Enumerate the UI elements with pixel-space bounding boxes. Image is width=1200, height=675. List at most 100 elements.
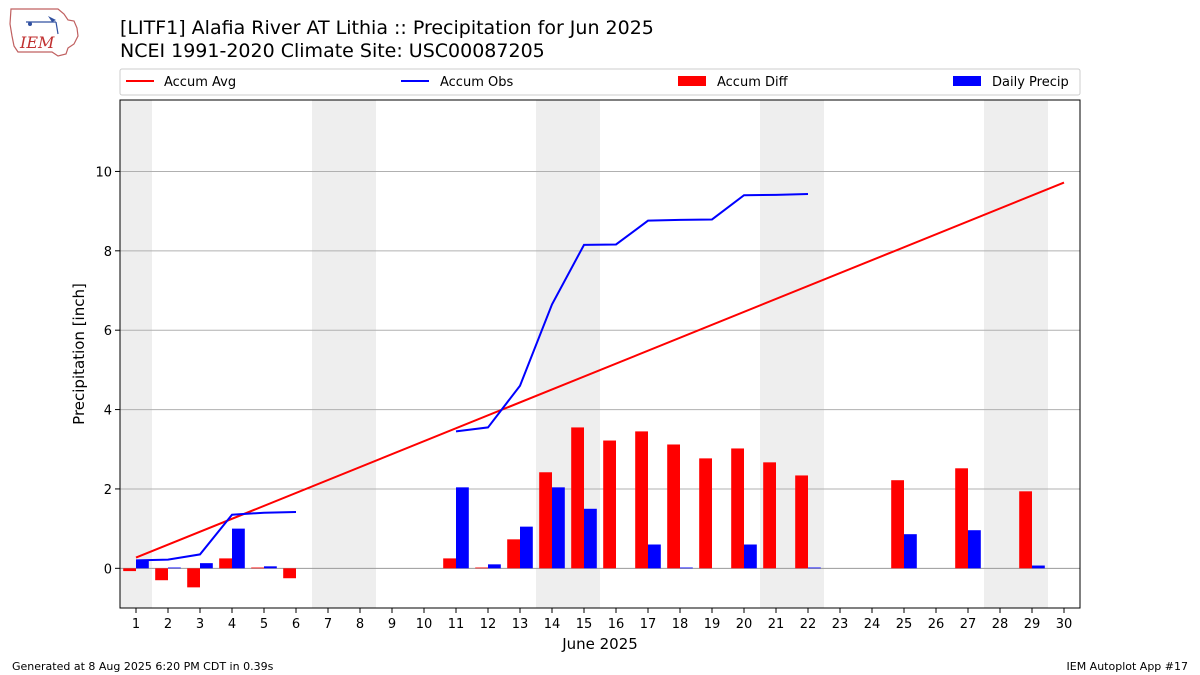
legend-label-daily-precip: Daily Precip <box>992 75 1069 90</box>
x-tick-label: 29 <box>1024 617 1041 632</box>
bar-daily-precip <box>968 530 981 569</box>
bar-daily-precip <box>744 544 757 569</box>
bar-accum-diff <box>155 568 168 581</box>
x-tick-label: 20 <box>736 617 753 632</box>
x-tick-label: 7 <box>324 617 332 632</box>
bar-daily-precip <box>1032 565 1045 569</box>
bar-accum-diff <box>763 462 776 569</box>
bar-accum-diff <box>699 458 712 569</box>
bar-accum-diff <box>667 444 680 569</box>
x-tick-label: 8 <box>356 617 364 632</box>
bar-daily-precip <box>136 560 149 569</box>
bar-daily-precip <box>904 534 917 569</box>
bar-accum-diff <box>251 567 264 569</box>
x-tick-label: 10 <box>416 617 433 632</box>
x-tick-label: 17 <box>640 617 657 632</box>
bar-accum-diff <box>571 427 584 569</box>
legend-item-accum-obs: Accum Obs <box>401 75 513 90</box>
bar-daily-precip <box>584 508 597 569</box>
y-tick-label: 4 <box>104 404 112 419</box>
bar-accum-diff <box>955 468 968 569</box>
x-tick-label: 25 <box>896 617 913 632</box>
bar-daily-precip <box>648 544 661 569</box>
x-tick-label: 26 <box>928 617 945 632</box>
bar-accum-diff <box>475 567 488 569</box>
x-tick-label: 1 <box>132 617 140 632</box>
y-tick-label: 0 <box>104 562 112 577</box>
weekend-band <box>120 100 152 608</box>
x-tick-label: 5 <box>260 617 268 632</box>
app-note: IEM Autoplot App #17 <box>1066 660 1189 673</box>
legend-frame <box>119 68 1081 96</box>
bar-daily-precip <box>264 566 277 569</box>
bar-daily-precip <box>232 528 245 569</box>
x-tick-label: 15 <box>576 617 593 632</box>
x-tick-label: 28 <box>992 617 1009 632</box>
axis-ticks: 1 2 3 4 5 6 7 8 9 10 11 12 13 14 15 16 17 18 19 20 21 22 23 24 2… <box>95 165 1072 632</box>
x-tick-label: 11 <box>448 617 465 632</box>
bar-accum-diff <box>635 431 648 569</box>
x-tick-label: 9 <box>388 617 396 632</box>
x-tick-label: 27 <box>960 617 977 632</box>
legend-label-accum-obs: Accum Obs <box>440 75 513 90</box>
y-tick-label: 6 <box>104 324 112 339</box>
plot-frame <box>119 99 1081 609</box>
x-tick-label: 30 <box>1056 617 1073 632</box>
bar-accum-diff <box>603 440 616 569</box>
bar-accum-diff <box>187 568 200 588</box>
bar-accum-diff <box>1019 491 1032 569</box>
y-tick-label: 10 <box>95 165 112 180</box>
legend-label-accum-avg: Accum Avg <box>164 75 236 90</box>
x-tick-label: 23 <box>832 617 849 632</box>
y-axis-title: Precipitation [inch] <box>70 283 88 425</box>
x-tick-label: 2 <box>164 617 172 632</box>
bar-accum-diff <box>443 558 456 569</box>
x-tick-label: 21 <box>768 617 785 632</box>
x-tick-label: 6 <box>292 617 300 632</box>
bar-daily-precip <box>808 567 821 569</box>
iem-logo: IEM <box>9 8 79 57</box>
line-series <box>135 181 1065 562</box>
y-tick-label: 8 <box>104 245 112 260</box>
x-tick-label: 18 <box>672 617 689 632</box>
line-accum-avg <box>135 181 1065 559</box>
logo-text: IEM <box>19 33 55 52</box>
line-accum-obs <box>455 193 809 433</box>
x-axis-title: June 2025 <box>561 635 638 653</box>
bar-accum-diff <box>507 539 520 569</box>
bar-accum-diff <box>219 558 232 569</box>
generated-note: Generated at 8 Aug 2025 6:20 PM CDT in 0… <box>12 660 274 673</box>
x-tick-label: 22 <box>800 617 817 632</box>
legend-item-daily-precip: Daily Precip <box>953 75 1069 90</box>
x-tick-label: 19 <box>704 617 721 632</box>
bar-accum-diff <box>795 475 808 569</box>
chart-title: [LITF1] Alafia River AT Lithia :: Precip… <box>120 17 654 39</box>
legend-label-accum-diff: Accum Diff <box>717 75 789 90</box>
bar-accum-diff <box>731 448 744 569</box>
y-tick-label: 2 <box>104 483 112 498</box>
x-tick-label: 4 <box>228 617 236 632</box>
legend-item-accum-avg: Accum Avg <box>126 75 236 90</box>
grid-lines <box>120 170 1080 490</box>
weekend-band <box>984 100 1048 608</box>
bar-accum-diff <box>283 568 296 579</box>
bar-daily-precip <box>680 567 693 569</box>
line-accum-obs <box>135 510 297 562</box>
bar-series <box>123 427 1045 588</box>
x-tick-label: 24 <box>864 617 881 632</box>
weekend-band <box>312 100 376 608</box>
chart-subtitle: NCEI 1991-2020 Climate Site: USC00087205 <box>120 40 545 62</box>
bar-daily-precip <box>168 567 181 569</box>
bar-daily-precip <box>200 563 213 569</box>
bar-daily-precip <box>488 564 501 569</box>
x-tick-label: 13 <box>512 617 529 632</box>
x-tick-label: 3 <box>196 617 204 632</box>
x-tick-label: 14 <box>544 617 561 632</box>
bar-accum-diff <box>891 480 904 569</box>
x-tick-label: 16 <box>608 617 625 632</box>
legend: Accum Avg Accum Obs Accum Diff Daily Pre… <box>119 68 1081 96</box>
bar-accum-diff <box>123 568 136 572</box>
bar-accum-diff <box>539 472 552 569</box>
legend-item-accum-diff: Accum Diff <box>678 75 789 90</box>
